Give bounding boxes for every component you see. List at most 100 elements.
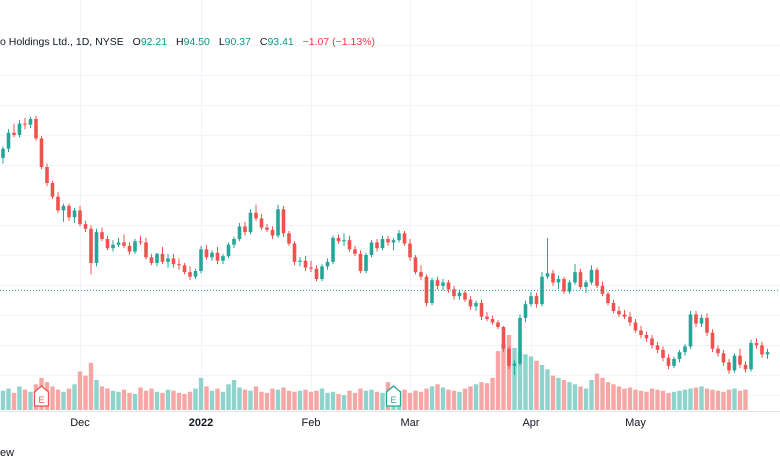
volume-bar (50, 386, 55, 410)
candle-body (144, 242, 148, 258)
volume-bar (413, 390, 418, 410)
candle-body (138, 241, 143, 243)
candle (204, 244, 209, 260)
volume-bar (506, 335, 512, 410)
candle (369, 240, 374, 258)
volume-bar (688, 388, 693, 410)
candle (452, 285, 456, 300)
candle-body (1, 148, 5, 158)
candle (562, 276, 566, 294)
volume-bar (715, 390, 721, 410)
candle (331, 235, 335, 265)
candle-body (259, 218, 264, 228)
candle (749, 339, 753, 372)
candle-body (215, 252, 220, 261)
x-tick-label: Feb (302, 417, 321, 429)
volume-bar (66, 388, 72, 410)
volume-bar (281, 387, 286, 410)
candle-body (578, 272, 583, 287)
candle-body (364, 255, 368, 271)
volume-bar (732, 388, 737, 410)
candle-body (529, 296, 533, 305)
candle-body (391, 240, 396, 243)
volume-bar (627, 387, 633, 410)
volume-bar (187, 391, 193, 410)
volume-bar (220, 391, 226, 410)
volume-bar (182, 393, 187, 410)
candle (672, 356, 676, 369)
ohlc-legend: o Holdings Ltd., 1D, NYSE O92.21 H94.50 … (0, 36, 375, 48)
candle (716, 345, 720, 357)
earnings-marker-shape (385, 385, 402, 407)
open-label: O (132, 36, 141, 48)
symbol-title: o Holdings Ltd., 1D, NYSE (0, 36, 124, 48)
candle (237, 223, 242, 242)
candle (683, 344, 687, 356)
candle (628, 312, 632, 326)
volume-bar (330, 391, 336, 410)
candle-body (28, 119, 33, 125)
candle (573, 264, 577, 285)
candle-body (540, 276, 544, 305)
candle (710, 329, 715, 353)
volume-bar (479, 382, 484, 410)
candle-body (545, 273, 550, 277)
earnings-marker: E (33, 385, 50, 407)
volume-bars (0, 335, 748, 410)
candle-body (441, 282, 445, 286)
candle-body (160, 253, 165, 262)
candle (188, 266, 192, 281)
candle-body (628, 316, 632, 323)
volume-bar (341, 395, 347, 410)
candle (375, 239, 379, 252)
candle-body (408, 243, 412, 258)
candle (193, 268, 198, 279)
volume-bar (638, 390, 644, 410)
candle (336, 234, 341, 244)
candle-body (688, 314, 693, 347)
candle (17, 120, 22, 138)
candle (551, 269, 555, 286)
candle-body (12, 132, 16, 135)
footer-link[interactable]: ew (0, 447, 15, 459)
volume-bar (572, 384, 578, 410)
close-label: C (259, 36, 268, 48)
candle (1, 146, 5, 164)
volume-bar (523, 354, 528, 410)
candle (545, 237, 550, 279)
volume-bar (215, 388, 220, 410)
candle (501, 325, 506, 353)
candle (358, 250, 363, 274)
candle-body (94, 232, 99, 263)
candle (567, 280, 572, 294)
candle-body (639, 330, 643, 335)
x-tick-label: 2022 (189, 417, 213, 429)
candle-body (61, 205, 66, 211)
candle-body (738, 355, 742, 365)
volume-bar (528, 356, 534, 410)
volume-bar (143, 390, 149, 410)
candle (309, 260, 313, 273)
candle (56, 192, 60, 213)
volume-bar (501, 343, 506, 410)
candle (298, 257, 302, 267)
candle (721, 349, 726, 366)
candle-body (347, 240, 352, 250)
candle-body (320, 266, 324, 279)
candle-body (342, 240, 346, 242)
candle (386, 235, 390, 246)
candle-body (204, 249, 209, 258)
volume-bar (550, 375, 556, 410)
candle-body (479, 303, 484, 317)
volume-bar (539, 365, 545, 410)
candle-body (100, 232, 104, 239)
volume-bar (121, 389, 127, 410)
volume-bar (699, 386, 704, 410)
candle (474, 300, 478, 311)
candle (743, 361, 748, 373)
candle (435, 276, 440, 290)
candle (342, 233, 346, 246)
candle (232, 236, 236, 249)
